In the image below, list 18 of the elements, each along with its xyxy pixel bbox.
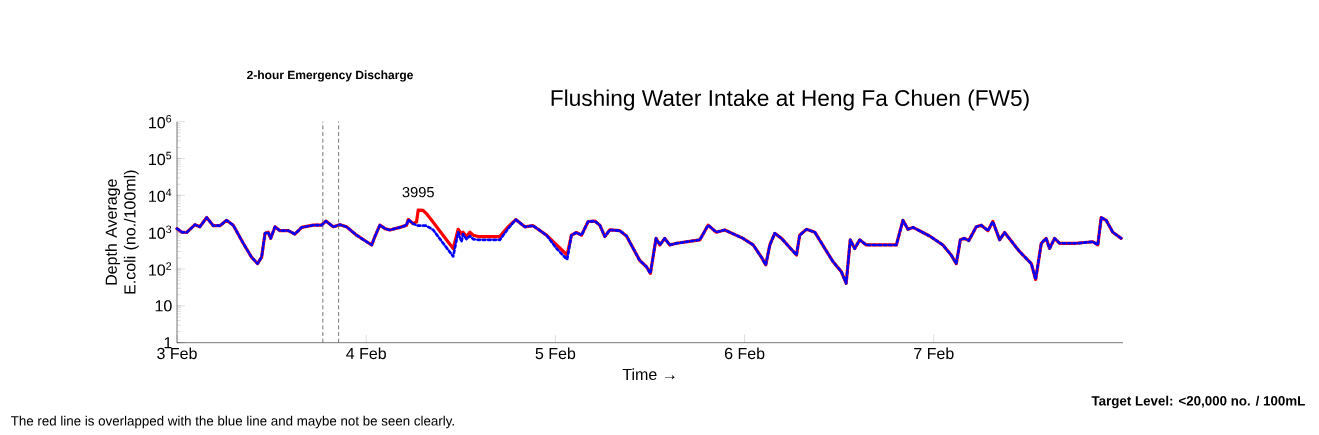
annotation: 3995 [402,186,434,198]
y-tick-label: 10 [155,300,172,312]
x-tick-label: 6 Feb [724,347,765,360]
text: The red line is overlapped with the blue line and maybe not be seen clearly. [11,415,454,429]
x-tick-label: 4 Feb [346,347,386,360]
text: Target Level: <20,000 no. / 100mL [1091,395,1305,409]
y-tick-label: 10$^{5}$ [149,151,172,166]
y-tick-label: 10$^{3}$ [149,225,172,239]
x-tick-label: 7 Feb [914,347,954,360]
text: 2-hour Emergency Discharge [247,70,413,82]
y-tick-label: 10$^{4}$ [149,188,172,202]
y-tick-label: 10$^{2}$ [149,262,172,276]
x-axis-title: Time → [622,368,675,381]
chart-title: Flushing Water Intake at Heng Fa Chuen (FW5) [551,89,1029,111]
x-tick-label: 5 Feb [535,347,576,360]
y-axis-title: Depth Average E.coli (no./100ml) [105,170,139,294]
y-tick-label: 1 [164,337,172,349]
y-tick-label: 10$^{6}$ [149,114,172,129]
